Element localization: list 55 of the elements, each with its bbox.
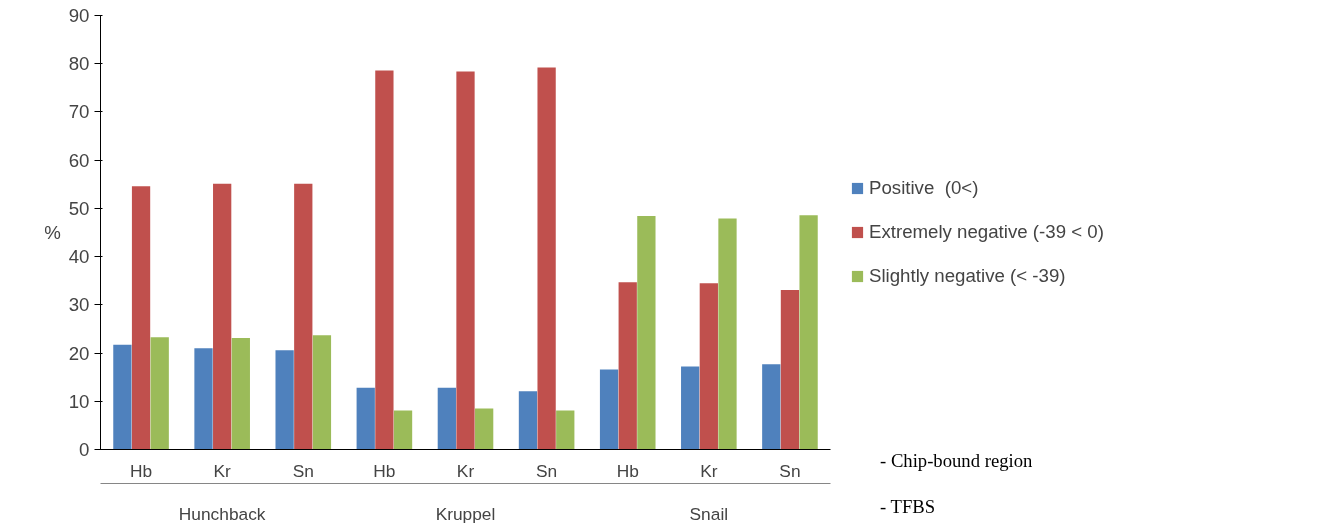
bar	[518, 391, 538, 450]
x-tick-label: Kr	[700, 460, 718, 481]
x-tick-label: Hb	[616, 460, 639, 481]
y-tick-label: 70	[68, 101, 90, 123]
bar	[556, 410, 575, 450]
x-tick-label: Kr	[456, 460, 475, 481]
y-tick-label: 60	[68, 149, 90, 171]
bar	[637, 216, 656, 450]
y-tick-label: 90	[68, 5, 90, 26]
y-tick-label: 20	[68, 342, 90, 364]
bar	[131, 186, 151, 450]
bar	[475, 408, 494, 450]
y-axis-title: %	[44, 222, 61, 243]
text: - TFBS	[880, 495, 936, 519]
x-tick-label: Kr	[213, 460, 232, 481]
text: Kruppel	[435, 503, 496, 524]
bar	[213, 183, 232, 450]
text: Hunchback	[178, 503, 266, 524]
y-tick-label: 10	[68, 390, 90, 412]
bar	[599, 369, 619, 450]
bar	[762, 364, 781, 450]
bar	[780, 289, 800, 450]
bar	[150, 337, 169, 450]
x-tick-label: Sn	[779, 460, 801, 481]
bar	[537, 67, 556, 450]
bar	[375, 70, 394, 450]
bar	[312, 335, 332, 450]
x-tick-label: Sn	[536, 460, 558, 481]
bar	[194, 348, 213, 450]
text: Snail	[689, 503, 729, 524]
bar	[718, 218, 737, 450]
bar	[356, 387, 375, 450]
bar	[799, 215, 818, 450]
x-tick-label: Hb	[129, 460, 153, 481]
bar	[437, 387, 456, 450]
bar	[618, 282, 637, 450]
bar	[681, 366, 700, 450]
x-tick-label: Hb	[373, 460, 396, 481]
y-tick-label: 0	[79, 439, 90, 460]
legend-label: Extremely negative (-39 < 0)	[869, 221, 1104, 243]
legend-label: Slightly negative (< -39)	[869, 265, 1066, 287]
bar	[113, 344, 132, 450]
bar	[294, 183, 313, 450]
y-tick-label: 50	[68, 197, 90, 219]
text: - Chip-bound region	[880, 449, 1033, 473]
y-tick-label: 30	[68, 294, 90, 316]
bar	[456, 71, 475, 450]
bar	[275, 350, 294, 450]
bar	[393, 410, 413, 450]
bar	[699, 283, 718, 450]
bar	[231, 338, 250, 450]
y-tick-label: 80	[68, 53, 90, 75]
x-tick-label: Sn	[292, 460, 314, 481]
legend-label: Positive (0<)	[869, 177, 979, 199]
y-tick-label: 40	[68, 246, 90, 268]
